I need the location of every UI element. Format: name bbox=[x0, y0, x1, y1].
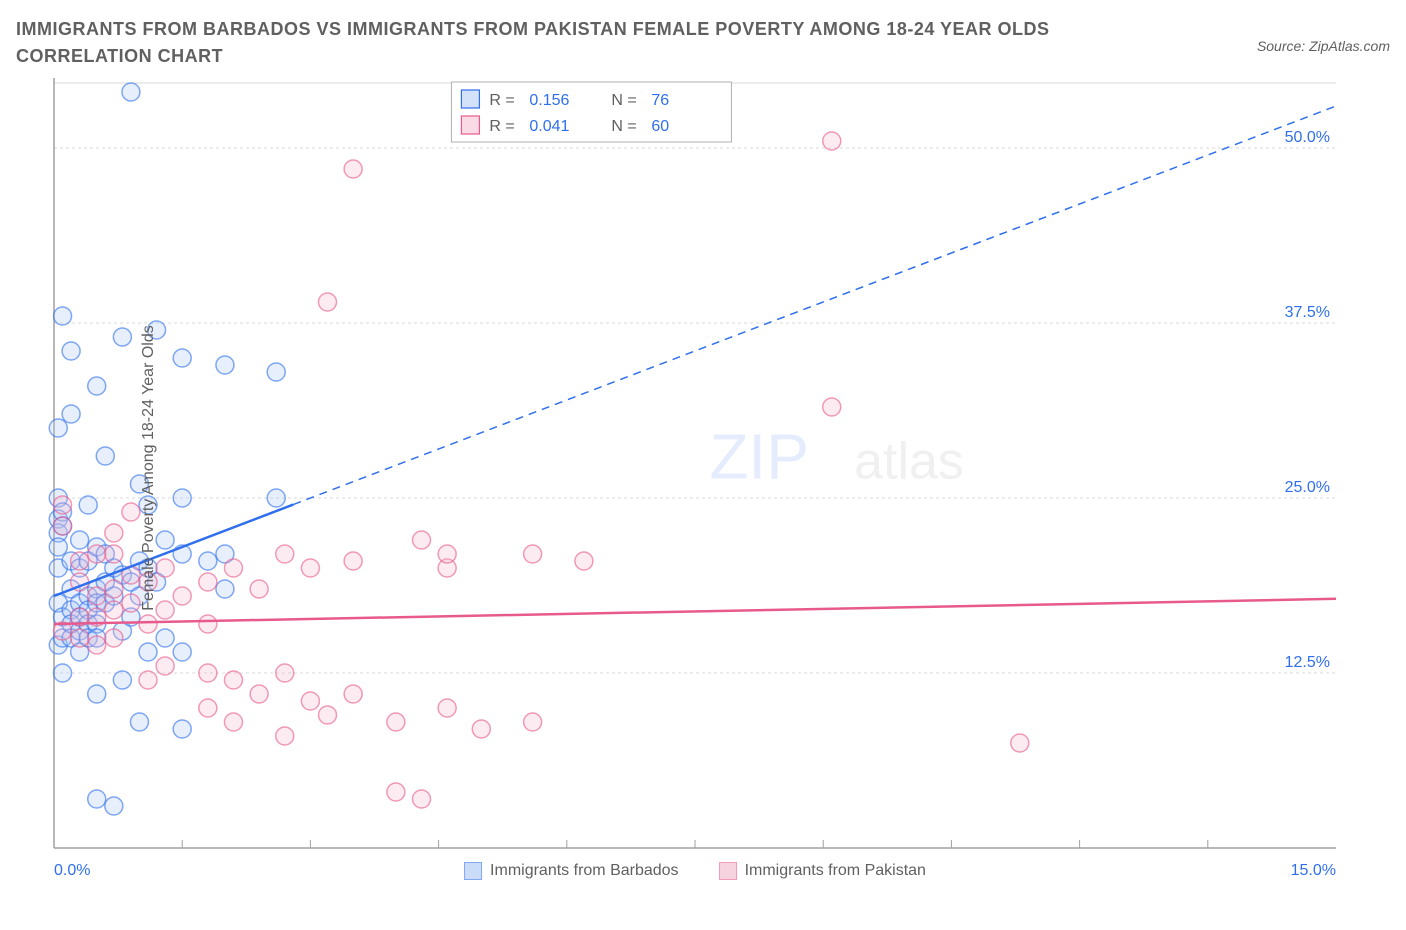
svg-text:12.5%: 12.5% bbox=[1285, 654, 1330, 671]
x-axis-min-label: 0.0% bbox=[54, 862, 90, 880]
source-label: Source: ZipAtlas.com bbox=[1257, 38, 1390, 54]
legend-label-pakistan: Immigrants from Pakistan bbox=[745, 862, 926, 880]
svg-text:60: 60 bbox=[651, 118, 669, 135]
svg-text:atlas: atlas bbox=[854, 432, 964, 490]
svg-text:0.041: 0.041 bbox=[529, 118, 569, 135]
legend-label-barbados: Immigrants from Barbados bbox=[490, 862, 679, 880]
svg-text:76: 76 bbox=[651, 92, 669, 109]
x-axis-max-label: 15.0% bbox=[1291, 862, 1336, 880]
chart-title: IMMIGRANTS FROM BARBADOS VS IMMIGRANTS F… bbox=[16, 16, 1116, 70]
y-axis-label: Female Poverty Among 18-24 Year Olds bbox=[140, 325, 158, 611]
svg-text:N =: N = bbox=[611, 118, 636, 135]
legend-item-pakistan: Immigrants from Pakistan bbox=[719, 862, 926, 880]
svg-text:R =: R = bbox=[489, 118, 514, 135]
legend-swatch-barbados bbox=[464, 862, 482, 880]
svg-text:0.156: 0.156 bbox=[529, 92, 569, 109]
svg-text:25.0%: 25.0% bbox=[1285, 479, 1330, 496]
legend-bottom: Immigrants from Barbados Immigrants from… bbox=[464, 862, 926, 880]
svg-text:ZIP: ZIP bbox=[709, 420, 809, 492]
legend-item-barbados: Immigrants from Barbados bbox=[464, 862, 679, 880]
svg-text:R =: R = bbox=[489, 92, 514, 109]
svg-text:N =: N = bbox=[611, 92, 636, 109]
svg-text:50.0%: 50.0% bbox=[1285, 129, 1330, 146]
svg-text:37.5%: 37.5% bbox=[1285, 304, 1330, 321]
legend-swatch-pakistan bbox=[719, 862, 737, 880]
correlation-chart: 12.5% 25.0% 37.5% 50.0% ZIP atlas R = 0.156 N = 7… bbox=[16, 78, 1336, 858]
